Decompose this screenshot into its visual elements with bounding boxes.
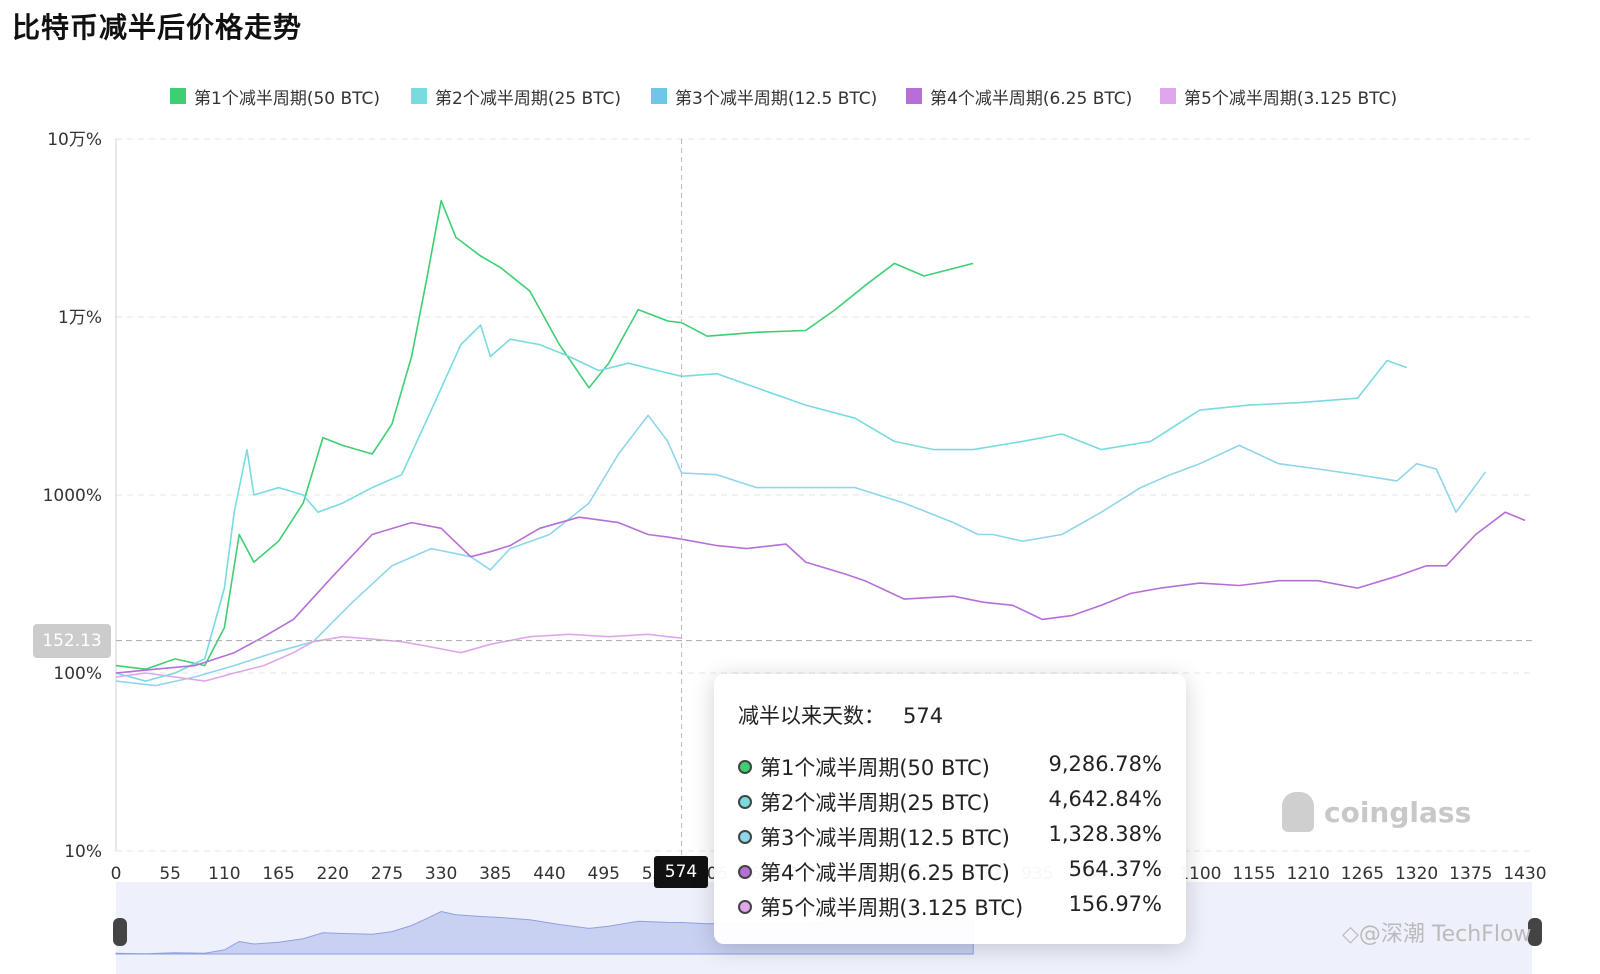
x-tick-label: 1100 bbox=[1178, 864, 1221, 884]
tooltip-value-cycle-5: 156.97% bbox=[1068, 892, 1162, 916]
tooltip-value-cycle-2: 4,642.84% bbox=[1048, 787, 1162, 811]
legend-item-cycle-1[interactable]: 第1个减半周期(50 BTC) bbox=[170, 82, 380, 110]
techflow-credit: ◇@深潮 TechFlow bbox=[1342, 922, 1532, 947]
y-tick-label: 1万% bbox=[58, 308, 102, 328]
series-line-cycle-4 bbox=[115, 511, 1526, 674]
legend-item-cycle-3[interactable]: 第3个减半周期(12.5 BTC) bbox=[651, 82, 877, 110]
tooltip-dot-cycle-1 bbox=[738, 760, 752, 774]
legend-swatch-cycle-1 bbox=[170, 88, 186, 104]
tooltip-dot-cycle-2 bbox=[738, 795, 752, 809]
y-tick-label: 100% bbox=[53, 664, 102, 684]
zoom-handle-right[interactable] bbox=[1528, 918, 1542, 946]
x-tick-label: 330 bbox=[425, 864, 457, 884]
coinglass-logo-icon bbox=[1282, 792, 1314, 832]
tooltip-row-cycle-5: 第5个减半周期(3.125 BTC) 156.97% bbox=[738, 892, 1162, 922]
coinglass-watermark: coinglass bbox=[1282, 792, 1471, 832]
tooltip-value-cycle-1: 9,286.78% bbox=[1048, 752, 1162, 776]
series-line-cycle-5 bbox=[115, 633, 682, 682]
x-tick-label: 1265 bbox=[1341, 864, 1384, 884]
legend-swatch-cycle-3 bbox=[651, 88, 667, 104]
x-tick-label: 165 bbox=[262, 864, 294, 884]
tooltip-dot-cycle-3 bbox=[738, 830, 752, 844]
legend-item-cycle-4[interactable]: 第4个减半周期(6.25 BTC) bbox=[906, 82, 1132, 110]
x-tick-label: 220 bbox=[317, 864, 349, 884]
series-line-cycle-2 bbox=[115, 324, 1408, 682]
x-tick-label: 385 bbox=[479, 864, 511, 884]
legend-swatch-cycle-2 bbox=[411, 88, 427, 104]
tooltip-name-cycle-1: 第1个减半周期(50 BTC) bbox=[760, 756, 990, 780]
tooltip-value-cycle-4: 564.37% bbox=[1068, 857, 1162, 881]
legend-item-cycle-2[interactable]: 第2个减半周期(25 BTC) bbox=[411, 82, 621, 110]
x-tick-label: 440 bbox=[533, 864, 565, 884]
legend: 第1个减半周期(50 BTC) 第2个减半周期(25 BTC) 第3个减半周期(… bbox=[0, 82, 1600, 110]
tooltip-value-cycle-3: 1,328.38% bbox=[1048, 822, 1162, 846]
y-tick-label: 1000% bbox=[43, 486, 102, 506]
x-tick-label: 275 bbox=[371, 864, 403, 884]
tooltip: 减半以来天数： 574 第1个减半周期(50 BTC) 9,286.78% 第2个… bbox=[714, 674, 1186, 944]
series-line-cycle-3 bbox=[115, 414, 1487, 687]
x-tick-label: 110 bbox=[208, 864, 240, 884]
y-cursor-label: 152.13 bbox=[33, 624, 111, 658]
tooltip-name-cycle-4: 第4个减半周期(6.25 BTC) bbox=[760, 861, 1010, 885]
tooltip-header: 减半以来天数： 574 bbox=[738, 700, 943, 730]
tooltip-dot-cycle-4 bbox=[738, 865, 752, 879]
legend-label-cycle-1: 第1个减半周期(50 BTC) bbox=[194, 88, 381, 109]
series-line-cycle-1 bbox=[115, 199, 974, 670]
x-tick-label: 495 bbox=[588, 864, 620, 884]
watermark-text: coinglass bbox=[1324, 795, 1472, 829]
legend-label-cycle-5: 第5个减半周期(3.125 BTC) bbox=[1184, 88, 1398, 109]
legend-label-cycle-2: 第2个减半周期(25 BTC) bbox=[435, 88, 622, 109]
x-tick-label: 1155 bbox=[1232, 864, 1275, 884]
tooltip-name-cycle-3: 第3个减半周期(12.5 BTC) bbox=[760, 826, 1010, 850]
zoom-handle-left[interactable] bbox=[113, 918, 127, 946]
x-cursor-label: 574 bbox=[654, 856, 708, 888]
x-tick-label: 55 bbox=[159, 864, 181, 884]
tooltip-header-value: 574 bbox=[903, 704, 944, 728]
x-tick-label: 1375 bbox=[1449, 864, 1492, 884]
tooltip-row-cycle-3: 第3个减半周期(12.5 BTC) 1,328.38% bbox=[738, 822, 1162, 852]
tooltip-row-cycle-4: 第4个减半周期(6.25 BTC) 564.37% bbox=[738, 857, 1162, 887]
tooltip-row-cycle-1: 第1个减半周期(50 BTC) 9,286.78% bbox=[738, 752, 1162, 782]
y-tick-label: 10% bbox=[64, 842, 102, 862]
x-tick-label: 0 bbox=[111, 864, 122, 884]
x-tick-label: 1320 bbox=[1395, 864, 1438, 884]
legend-label-cycle-3: 第3个减半周期(12.5 BTC) bbox=[675, 88, 878, 109]
tooltip-dot-cycle-5 bbox=[738, 900, 752, 914]
legend-label-cycle-4: 第4个减半周期(6.25 BTC) bbox=[930, 88, 1133, 109]
tooltip-name-cycle-5: 第5个减半周期(3.125 BTC) bbox=[760, 896, 1024, 920]
y-tick-label: 10万% bbox=[47, 130, 102, 150]
tooltip-header-label: 减半以来天数： bbox=[738, 704, 885, 728]
tooltip-name-cycle-2: 第2个减半周期(25 BTC) bbox=[760, 791, 990, 815]
x-tick-label: 1210 bbox=[1287, 864, 1330, 884]
x-tick-label: 1430 bbox=[1503, 864, 1546, 884]
tooltip-row-cycle-2: 第2个减半周期(25 BTC) 4,642.84% bbox=[738, 787, 1162, 817]
legend-item-cycle-5[interactable]: 第5个减半周期(3.125 BTC) bbox=[1160, 82, 1397, 110]
legend-swatch-cycle-5 bbox=[1160, 88, 1176, 104]
legend-swatch-cycle-4 bbox=[906, 88, 922, 104]
chart-title: 比特币减半后价格走势 bbox=[12, 11, 303, 44]
